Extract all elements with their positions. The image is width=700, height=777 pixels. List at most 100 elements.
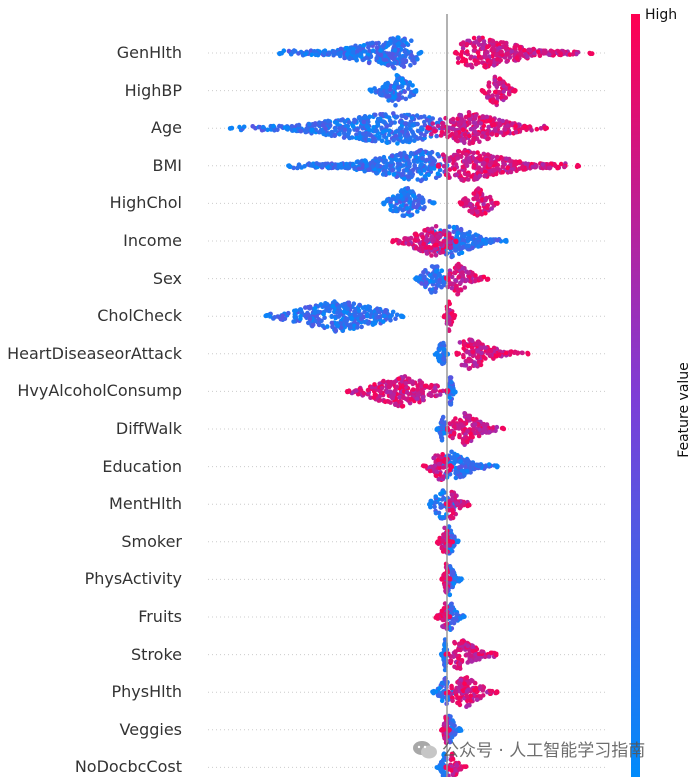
point xyxy=(453,50,458,56)
point xyxy=(440,120,445,126)
point xyxy=(390,64,396,69)
point xyxy=(304,126,309,131)
point xyxy=(463,197,468,202)
point xyxy=(419,380,425,386)
point xyxy=(361,119,367,125)
point xyxy=(448,402,454,407)
point xyxy=(432,200,437,205)
point xyxy=(277,123,282,129)
point xyxy=(458,464,464,470)
point xyxy=(503,46,509,51)
point xyxy=(337,126,343,131)
point xyxy=(440,617,446,623)
point xyxy=(448,245,454,250)
point xyxy=(407,200,412,205)
point xyxy=(372,321,378,326)
point xyxy=(385,389,390,395)
point xyxy=(526,47,531,53)
point xyxy=(396,376,402,382)
point xyxy=(388,203,394,209)
point xyxy=(342,127,348,132)
point xyxy=(385,197,390,202)
point xyxy=(500,164,506,169)
point xyxy=(432,129,438,134)
point xyxy=(365,313,370,319)
point xyxy=(440,414,446,420)
point xyxy=(470,234,476,239)
point xyxy=(457,681,462,686)
point xyxy=(478,157,483,162)
point xyxy=(505,165,510,171)
point xyxy=(475,244,481,249)
point xyxy=(490,154,496,160)
point xyxy=(447,421,453,426)
point xyxy=(490,93,496,98)
point xyxy=(500,118,506,124)
point xyxy=(487,59,493,65)
point xyxy=(418,178,424,184)
point xyxy=(450,435,455,441)
point xyxy=(437,167,443,173)
point xyxy=(492,82,498,87)
point xyxy=(380,129,386,135)
point xyxy=(477,694,483,699)
point xyxy=(490,38,496,44)
point xyxy=(396,85,401,90)
point xyxy=(356,166,362,172)
point xyxy=(467,229,472,235)
point xyxy=(327,51,332,56)
point xyxy=(458,458,463,464)
point xyxy=(291,48,297,53)
point xyxy=(450,496,455,502)
point xyxy=(503,95,509,100)
point xyxy=(440,152,446,157)
point xyxy=(352,54,358,59)
point xyxy=(501,160,506,166)
point xyxy=(296,51,301,56)
point xyxy=(427,468,433,474)
point xyxy=(420,397,426,403)
point xyxy=(464,152,469,157)
point xyxy=(456,426,462,431)
point xyxy=(426,172,432,178)
point xyxy=(394,157,399,163)
point xyxy=(265,127,270,133)
point xyxy=(430,161,435,167)
point xyxy=(404,155,409,160)
point xyxy=(366,137,372,143)
point xyxy=(574,51,579,57)
point xyxy=(435,539,441,544)
point xyxy=(445,727,451,732)
point xyxy=(360,305,366,311)
point xyxy=(429,275,435,281)
point xyxy=(522,48,527,53)
point xyxy=(410,387,416,392)
point xyxy=(456,169,462,174)
point xyxy=(518,51,524,56)
point xyxy=(435,234,441,240)
point xyxy=(433,494,439,499)
point xyxy=(453,475,459,481)
point xyxy=(483,464,489,469)
point xyxy=(370,164,375,169)
point xyxy=(260,124,266,130)
point xyxy=(460,265,466,271)
point xyxy=(355,159,361,164)
point xyxy=(381,378,386,384)
point xyxy=(497,352,502,357)
point xyxy=(451,229,457,235)
point xyxy=(445,508,451,513)
point xyxy=(441,164,447,169)
swarm-genhlth xyxy=(277,35,595,71)
point xyxy=(347,55,353,61)
point xyxy=(403,115,409,120)
point xyxy=(353,306,358,312)
point xyxy=(495,95,501,100)
point xyxy=(407,189,413,194)
point xyxy=(378,389,383,394)
point xyxy=(504,59,510,64)
point xyxy=(403,51,409,57)
point xyxy=(477,276,482,282)
point xyxy=(395,193,401,198)
point xyxy=(428,245,434,251)
